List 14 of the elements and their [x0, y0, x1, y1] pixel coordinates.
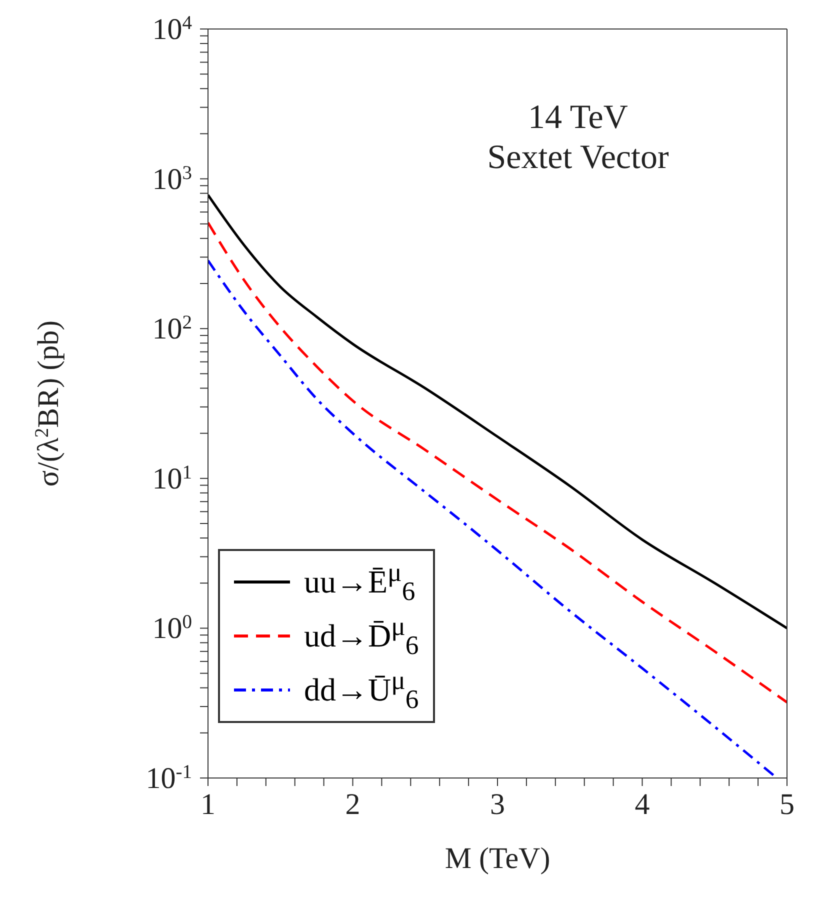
x-tick-label: 5 — [780, 788, 794, 821]
x-tick-label: 2 — [345, 788, 360, 821]
x-axis-title: M (TeV) — [444, 842, 550, 875]
y-tick-label: 10$^{4}$ — [152, 12, 192, 46]
annotation: Sextet Vector — [486, 138, 670, 178]
y-tick-label: 10$^{0}$ — [152, 612, 192, 646]
x-tick-label: 4 — [634, 788, 650, 821]
y-tick-label: 10$^{-1}$ — [146, 762, 192, 795]
x-tick-label: 3 — [490, 788, 505, 821]
x-tick-label: 1 — [200, 788, 216, 821]
annotation: 14 TeV — [527, 98, 629, 138]
y-tick-label: 10$^{1}$ — [152, 462, 192, 496]
y-tick-label: 10$^{2}$ — [152, 312, 192, 346]
y-tick-label: 10$^{3}$ — [152, 162, 192, 196]
